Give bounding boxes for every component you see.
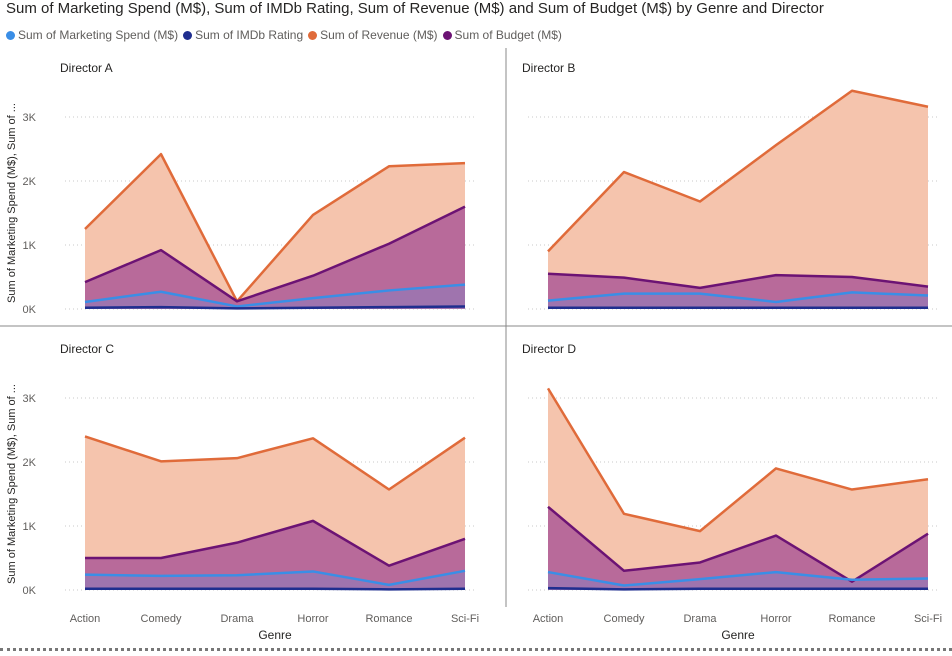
x-tick-label-3-1: Comedy xyxy=(141,613,182,625)
x-tick-label-4-2: Drama xyxy=(683,613,717,625)
legend-dot-revenue xyxy=(308,30,318,40)
area-budget-1 xyxy=(85,206,465,309)
legend-item-budget[interactable]: Sum of Budget (M$) xyxy=(442,28,562,42)
line-budget-2 xyxy=(547,272,929,290)
legend-dot-budget xyxy=(442,30,452,40)
y-axis-label-1: Sum of Marketing Spend (M$), Sum of ... xyxy=(6,103,18,303)
legend: Sum of Marketing Spend (M$) Sum of IMDb … xyxy=(6,28,567,42)
x-axis-label-4: Genre xyxy=(721,628,755,642)
panel-title-1: Director A xyxy=(60,61,113,75)
line-imdb-1 xyxy=(84,305,466,310)
area-marketing-1 xyxy=(85,284,465,309)
x-tick-label-4-4: Romance xyxy=(828,613,875,625)
line-marketing-2 xyxy=(547,291,929,304)
x-axis-label-3: Genre xyxy=(258,628,292,642)
x-tick-label-4-3: Horror xyxy=(760,613,792,625)
y-tick-label-3-1: 1K xyxy=(23,521,37,533)
area-marketing-2 xyxy=(548,292,928,309)
line-revenue-2 xyxy=(547,89,929,253)
y-axis-label-3: Sum of Marketing Spend (M$), Sum of ... xyxy=(6,384,18,584)
area-marketing-4 xyxy=(548,572,928,590)
area-marketing-3 xyxy=(85,570,465,590)
line-marketing-1 xyxy=(84,283,466,308)
y-tick-label-1-1: 1K xyxy=(23,240,37,252)
y-tick-label-1-3: 3K xyxy=(23,112,37,124)
line-imdb-4 xyxy=(547,586,928,591)
line-imdb-3 xyxy=(85,587,466,591)
x-tick-label-3-2: Drama xyxy=(220,613,254,625)
line-revenue-4 xyxy=(546,387,929,533)
chart-title: Sum of Marketing Spend (M$), Sum of IMDb… xyxy=(6,0,824,17)
legend-item-marketing[interactable]: Sum of Marketing Spend (M$) xyxy=(6,28,178,42)
y-tick-label-1-2: 2K xyxy=(23,176,37,188)
y-tick-label-3-2: 2K xyxy=(23,457,37,469)
line-marketing-4 xyxy=(547,570,929,587)
line-revenue-3 xyxy=(84,435,466,491)
legend-label-budget: Sum of Budget (M$) xyxy=(454,28,562,42)
y-tick-label-3-3: 3K xyxy=(23,393,37,405)
area-revenue-4 xyxy=(548,388,928,590)
line-revenue-1 xyxy=(84,152,466,303)
area-revenue-3 xyxy=(85,436,465,590)
legend-item-imdb[interactable]: Sum of IMDb Rating xyxy=(183,28,303,42)
line-budget-1 xyxy=(84,205,466,303)
legend-label-marketing: Sum of Marketing Spend (M$) xyxy=(18,28,179,42)
bottom-border xyxy=(0,648,952,651)
line-budget-3 xyxy=(85,519,466,567)
legend-dot-marketing xyxy=(6,30,15,40)
line-marketing-3 xyxy=(84,569,466,587)
x-tick-label-3-4: Romance xyxy=(365,613,412,625)
line-budget-4 xyxy=(547,505,929,583)
panel-title-2: Director B xyxy=(522,61,575,75)
x-tick-label-3-5: Sci-Fi xyxy=(451,613,479,625)
area-revenue-2 xyxy=(548,90,928,309)
panel-title-4: Director D xyxy=(522,342,576,356)
area-budget-3 xyxy=(85,520,465,590)
legend-label-revenue: Sum of Revenue (M$) xyxy=(320,28,438,42)
x-tick-label-4-1: Comedy xyxy=(604,613,645,625)
legend-label-imdb: Sum of IMDb Rating xyxy=(195,28,304,42)
y-tick-label-3-0: 0K xyxy=(23,585,37,597)
x-tick-label-3-0: Action xyxy=(70,613,101,625)
x-tick-label-3-3: Horror xyxy=(297,613,329,625)
x-tick-label-4-5: Sci-Fi xyxy=(914,613,942,625)
legend-item-revenue[interactable]: Sum of Revenue (M$) xyxy=(308,28,438,42)
legend-dot-imdb xyxy=(183,30,193,40)
panel-title-3: Director C xyxy=(60,342,114,356)
x-tick-label-4-0: Action xyxy=(533,613,564,625)
y-tick-label-1-0: 0K xyxy=(23,304,37,316)
